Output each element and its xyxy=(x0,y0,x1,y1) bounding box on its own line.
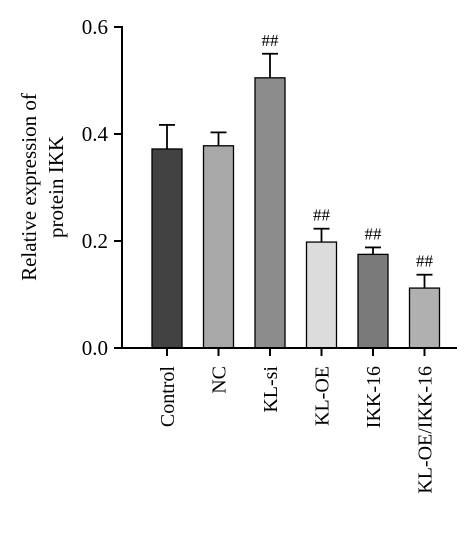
significance-label: ## xyxy=(416,252,434,271)
x-tick-label: KL-OE xyxy=(312,366,334,426)
x-tick-label: IKK-16 xyxy=(363,366,385,428)
bars: ## ## ## ## xyxy=(151,31,441,349)
significance-label: ## xyxy=(365,224,383,243)
y-axis: 0.0 0.2 0.4 0.6 xyxy=(82,15,123,360)
y-axis-label-line: Relative expression of xyxy=(17,93,41,281)
bar xyxy=(408,287,441,349)
x-tick-label: KL-OE/IKK-16 xyxy=(415,366,437,494)
x-tick-label: Control xyxy=(157,366,179,428)
y-axis-label: Relative expression of protein IKK xyxy=(17,93,68,281)
bar xyxy=(305,241,338,349)
y-tick-label: 0.0 xyxy=(82,336,108,360)
bar xyxy=(151,148,183,349)
x-tick-label: KL-si xyxy=(260,366,282,413)
bar xyxy=(202,145,235,349)
x-tick-label: NC xyxy=(209,366,231,394)
y-tick-label: 0.4 xyxy=(82,122,109,146)
significance-label: ## xyxy=(262,31,280,50)
y-tick-label: 0.2 xyxy=(82,229,108,253)
y-axis-label-line: protein IKK xyxy=(44,136,68,238)
y-tick-label: 0.6 xyxy=(82,15,108,39)
significance-label: ## xyxy=(313,206,331,225)
x-axis: Control NC KL-si KL-OE IKK-16 KL-OE/IKK-16 xyxy=(122,347,457,494)
bar xyxy=(357,253,389,349)
bar xyxy=(254,77,286,349)
